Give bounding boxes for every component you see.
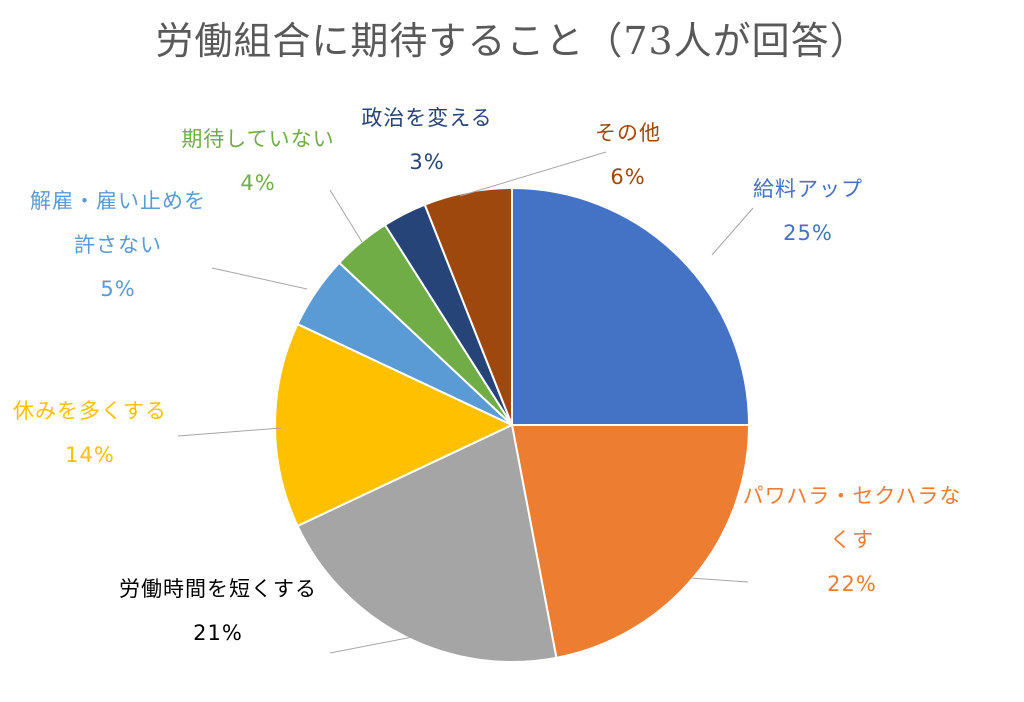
slice-name-label: その他 [595,121,661,145]
leader-line [177,427,282,437]
leader-line [329,633,429,654]
pie-slice [274,322,515,528]
slice-percent-label: 6% [610,165,645,189]
slice-name-label: 政治を変える [361,106,492,130]
slice-name-label: 解雇・雇い止めを [30,189,206,213]
leader-line [689,577,749,583]
slice-name-label: 許さない [74,233,162,257]
leader-line [211,267,308,290]
slice-name-label: くす [830,528,874,552]
slice-percent-label: 25% [783,221,833,245]
slice-name-label: 期待していない [181,127,334,151]
slice-name-label: 給料アップ [753,177,863,201]
slice-percent-label: 5% [100,277,135,301]
slice-percent-label: 3% [409,150,444,174]
slice-percent-label: 14% [65,443,115,467]
slice-percent-label: 4% [240,171,275,195]
pie-slice [296,423,558,663]
pie-slice [423,186,513,426]
slice-percent-label: 22% [827,572,877,596]
chart-title: 労働組合に期待すること（73人が回答） [155,19,869,63]
slice-name-label: 休みを多くする [13,399,167,423]
leader-line [459,151,607,197]
leader-line [329,189,363,243]
pie-slice [510,424,751,659]
slice-name-label: パワハラ・セクハラな [743,484,962,508]
leader-line [711,207,754,256]
pie-slice [511,186,751,426]
slice-percent-label: 21% [193,621,243,645]
slice-name-label: 労働時間を短くする [119,577,317,601]
